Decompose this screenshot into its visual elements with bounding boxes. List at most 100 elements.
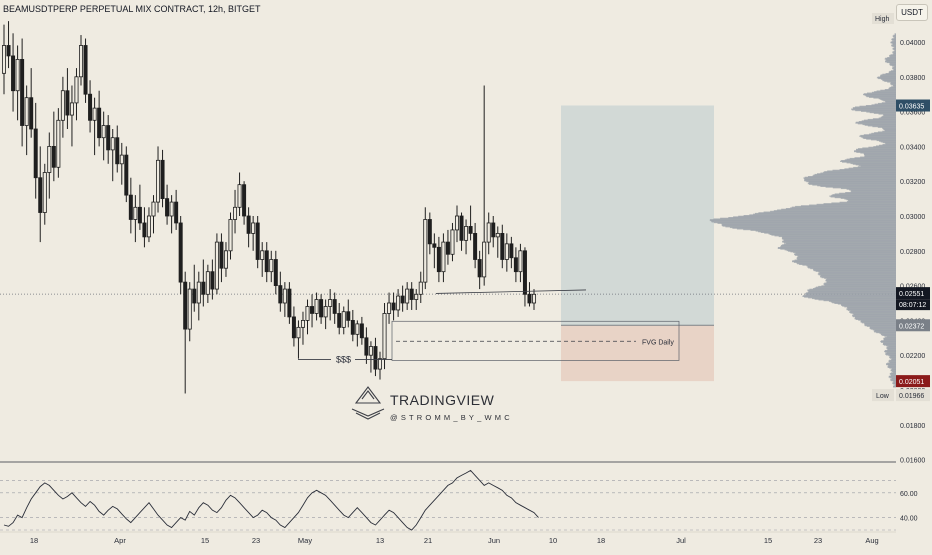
profile-bar	[865, 95, 896, 97]
profile-bar	[849, 311, 896, 313]
profile-bar	[892, 43, 896, 45]
profile-bar	[864, 324, 896, 327]
profile-bar	[882, 130, 896, 132]
profile-bar	[891, 374, 896, 376]
profile-bar	[848, 200, 896, 202]
profile-bar	[887, 57, 896, 59]
currency-button[interactable]: USDT	[896, 4, 928, 21]
profile-bar	[882, 334, 896, 336]
profile-bar	[890, 83, 896, 85]
profile-bar	[852, 314, 896, 316]
candle-body	[110, 137, 115, 151]
profile-bar	[855, 318, 896, 320]
candle-body	[56, 119, 61, 168]
profile-bar	[860, 152, 896, 154]
stop-price-badge-bg	[896, 375, 930, 388]
profile-bar	[889, 70, 896, 73]
candle-body	[6, 45, 11, 57]
candle-body	[237, 184, 242, 208]
price-axis[interactable]: 0.04000 0.03800 0.03600 0.03400 0.03200 0.030…	[872, 13, 930, 465]
profile-bar	[806, 265, 896, 267]
profile-bar	[813, 174, 896, 176]
profile-bar	[853, 107, 896, 110]
profile-bar	[893, 34, 896, 36]
profile-bar	[814, 298, 896, 300]
profile-bar	[881, 341, 896, 343]
profile-bar	[889, 54, 896, 57]
profile-bar	[867, 92, 896, 94]
profile-bar	[786, 242, 896, 245]
profile-bar	[771, 234, 896, 236]
candle-body	[106, 125, 111, 151]
profile-bar	[873, 97, 896, 99]
fvg-label: FVG Daily	[642, 339, 674, 346]
profile-bar	[891, 38, 896, 41]
watermark-logo-icon	[354, 386, 382, 404]
candle-body	[382, 313, 387, 360]
profile-bar	[764, 232, 896, 234]
profile-bar	[860, 134, 896, 137]
candle-body	[187, 288, 192, 330]
profile-bar	[795, 254, 896, 256]
profile-bar	[883, 114, 896, 116]
time-tick-label: 23	[252, 536, 260, 545]
profile-bar	[839, 201, 896, 203]
profile-bar	[808, 183, 896, 185]
profile-bar	[780, 248, 896, 250]
profile-bar	[816, 203, 896, 206]
candle-body	[368, 346, 373, 356]
profile-bar	[795, 252, 896, 254]
profile-bar	[792, 260, 896, 262]
candle-body	[242, 184, 247, 217]
candle-body	[450, 229, 455, 255]
profile-bar	[880, 75, 896, 77]
profile-bar	[866, 95, 896, 98]
time-axis[interactable]: 18 Apr 15 23 May 13 21 Jun 10 18 Jul 15 23 Aug	[0, 531, 896, 545]
candle-body	[269, 259, 274, 273]
profile-bar	[862, 147, 896, 149]
profile-bar	[890, 64, 896, 66]
profile-bar	[892, 53, 896, 55]
profile-bar	[823, 283, 896, 286]
profile-bar	[892, 67, 896, 69]
candle-body	[337, 313, 342, 328]
time-tick-label: 23	[814, 536, 822, 545]
profile-bar	[781, 237, 896, 240]
profile-bar	[755, 230, 896, 232]
candle-body	[201, 281, 206, 295]
profile-bar	[884, 89, 896, 91]
profile-bar	[711, 220, 896, 222]
osc-level-label: 60.00	[900, 491, 918, 498]
profile-bar	[800, 205, 896, 207]
profile-bar	[785, 208, 896, 210]
profile-bar	[773, 210, 896, 212]
target-price-badge-bg	[896, 99, 930, 112]
candle-body	[445, 241, 450, 255]
candle-body	[414, 293, 419, 300]
profile-bar	[855, 316, 896, 318]
profile-bar	[871, 104, 896, 106]
profile-bar	[813, 288, 896, 290]
time-tick-label: Jul	[676, 536, 686, 545]
candle-body	[69, 102, 74, 116]
low-tag-bg	[872, 389, 894, 402]
profile-bar	[888, 365, 896, 367]
profile-bar	[828, 300, 896, 302]
profile-bar	[760, 231, 896, 233]
profile-bar	[805, 292, 896, 295]
profile-bar	[812, 175, 896, 177]
profile-bar	[876, 331, 896, 334]
profile-bar	[893, 385, 896, 387]
profile-bar	[749, 214, 896, 216]
profile-bar	[854, 150, 896, 152]
candle-body	[146, 215, 151, 238]
profile-bar	[863, 93, 896, 95]
profile-bar	[829, 195, 896, 197]
candle-body	[409, 288, 414, 300]
candlestick-series	[2, 21, 537, 394]
profile-bar	[782, 240, 896, 242]
profile-bar	[804, 178, 896, 180]
profile-bar	[815, 286, 896, 288]
